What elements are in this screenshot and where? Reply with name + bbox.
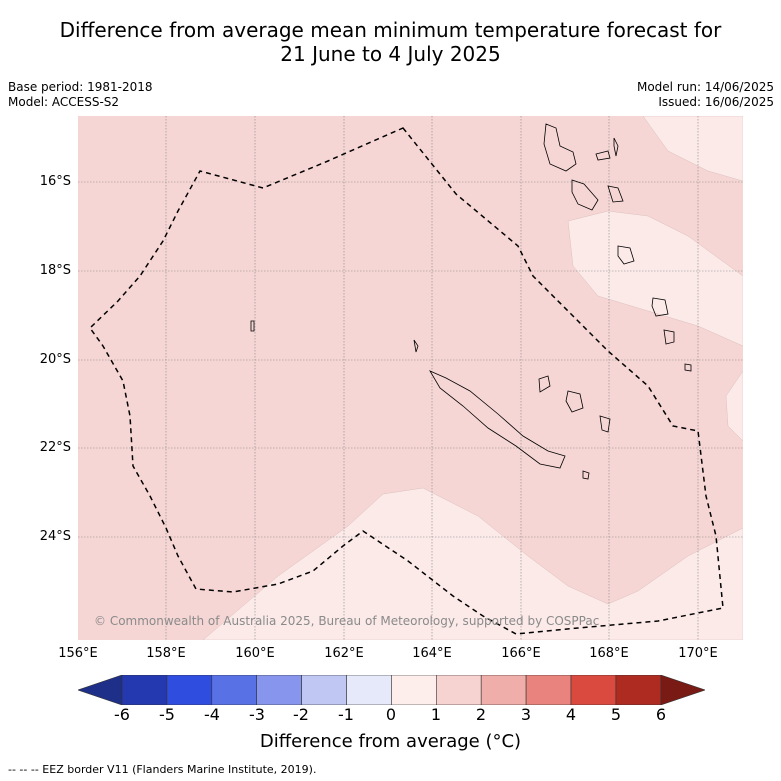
vanuatu-pentecost bbox=[613, 137, 619, 157]
colorbar-tick: 1 bbox=[430, 705, 442, 724]
colorbar-bin bbox=[301, 675, 347, 705]
colorbar-tick: -5 bbox=[159, 705, 175, 724]
vanuatu-ambae bbox=[595, 150, 611, 161]
colorbar-bin bbox=[121, 675, 168, 705]
colorbar-tick: -4 bbox=[204, 705, 220, 724]
colorbar-bin bbox=[346, 675, 392, 705]
lat-label-22s: 22°S bbox=[39, 440, 71, 455]
anomaly-0-1-region-south bbox=[202, 487, 743, 640]
colorbar bbox=[78, 675, 705, 705]
meta-left: Base period: 1981-2018 Model: ACCESS-S2 bbox=[8, 80, 153, 110]
colorbar-bin bbox=[480, 675, 527, 705]
colorbar-bin bbox=[525, 675, 572, 705]
colorbar-tick: -1 bbox=[338, 705, 354, 724]
colorbar-bin bbox=[391, 675, 437, 705]
lat-label-18s: 18°S bbox=[39, 263, 71, 278]
chart-title: Difference from average mean minimum tem… bbox=[0, 18, 781, 66]
lon-label-156e: 156°E bbox=[58, 646, 98, 661]
colorbar-tick: 5 bbox=[610, 705, 622, 724]
islet-belep bbox=[413, 339, 419, 353]
eez-border bbox=[89, 127, 724, 635]
colorbar-tick: -2 bbox=[293, 705, 309, 724]
title-line-1: Difference from average mean minimum tem… bbox=[59, 18, 722, 42]
lon-label-158e: 158°E bbox=[146, 646, 186, 661]
colorbar-extend-low bbox=[78, 675, 123, 705]
vanuatu-efate bbox=[617, 245, 635, 265]
colorbar-bin bbox=[615, 675, 662, 705]
vanuatu-erromango bbox=[651, 297, 669, 317]
loyalty-island-3 bbox=[599, 415, 611, 433]
vanuatu-tanna bbox=[663, 329, 675, 345]
eez-footnote: -- -- -- EEZ border V11 (Flanders Marine… bbox=[8, 763, 317, 776]
title-line-2: 21 June to 4 July 2025 bbox=[280, 42, 501, 66]
islet-south bbox=[582, 470, 590, 480]
colorbar-bin bbox=[256, 675, 302, 705]
colorbar-tick: 6 bbox=[655, 705, 667, 724]
colorbar-tick: 2 bbox=[475, 705, 487, 724]
islet-west bbox=[250, 320, 255, 332]
vanuatu-malakula bbox=[571, 179, 599, 211]
lon-label-166e: 166°E bbox=[501, 646, 541, 661]
colorbar-tick: -6 bbox=[114, 705, 130, 724]
issued-date: Issued: 16/06/2025 bbox=[658, 95, 774, 109]
lat-label-20s: 20°S bbox=[39, 352, 71, 367]
copyright-notice: © Commonwealth of Australia 2025, Bureau… bbox=[94, 614, 600, 628]
vanuatu-espiritu-santo bbox=[543, 123, 577, 172]
lon-label-164e: 164°E bbox=[412, 646, 452, 661]
lon-label-168e: 168°E bbox=[589, 646, 629, 661]
colorbar-tick: 0 bbox=[385, 705, 397, 724]
lon-label-160e: 160°E bbox=[235, 646, 275, 661]
colorbar-tick: 3 bbox=[520, 705, 532, 724]
colorbar-label: Difference from average (°C) bbox=[259, 731, 522, 752]
new-caledonia-island bbox=[429, 370, 566, 469]
anomaly-0-1-region-east-edge bbox=[725, 370, 743, 442]
gridlines bbox=[78, 116, 743, 640]
forecast-map bbox=[78, 116, 743, 640]
anomaly-0-1-region-northeast bbox=[642, 116, 743, 182]
lon-label-170e: 170°E bbox=[678, 646, 718, 661]
vanuatu-aneityum bbox=[684, 363, 692, 372]
anomaly-0-1-region-east bbox=[567, 210, 743, 347]
colorbar-extend-high bbox=[660, 675, 705, 705]
colorbar-bin bbox=[211, 675, 258, 705]
model-run: Model run: 14/06/2025 bbox=[636, 80, 774, 94]
vanuatu-epi bbox=[607, 185, 624, 203]
lon-label-162e: 162°E bbox=[324, 646, 364, 661]
loyalty-island-1 bbox=[538, 375, 551, 393]
colorbar-tick: -3 bbox=[249, 705, 265, 724]
colorbar-bin bbox=[435, 675, 482, 705]
colorbar-tick: 4 bbox=[565, 705, 577, 724]
model-name: Model: ACCESS-S2 bbox=[8, 95, 120, 109]
lat-label-16s: 16°S bbox=[39, 174, 71, 189]
meta-right: Model run: 14/06/2025 Issued: 16/06/2025 bbox=[637, 80, 774, 110]
lat-label-24s: 24°S bbox=[39, 529, 71, 544]
colorbar-bin bbox=[166, 675, 213, 705]
base-period: Base period: 1981-2018 bbox=[8, 80, 153, 94]
loyalty-island-2 bbox=[565, 390, 584, 413]
colorbar-bin bbox=[570, 675, 617, 705]
